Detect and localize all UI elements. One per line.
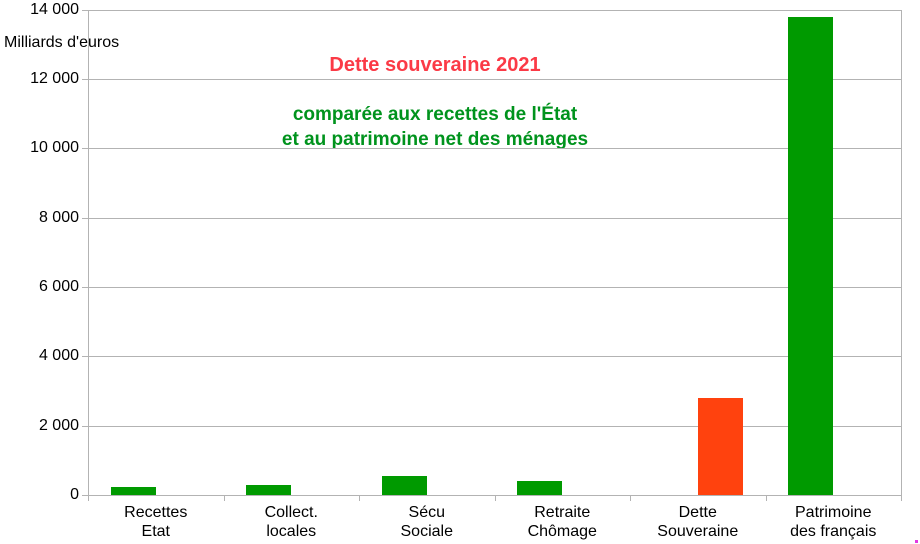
y-axis-tick-label: 14 000 (30, 0, 79, 18)
x-axis-category-label-line: Sécu (408, 504, 445, 521)
y-axis-tick (82, 78, 88, 80)
x-axis-category-label-line: des français (790, 523, 877, 540)
x-axis-tick (88, 495, 89, 501)
x-axis-category-label-line: Recettes (124, 504, 188, 521)
x-axis-tick (494, 495, 496, 501)
y-axis-tick (82, 148, 88, 150)
gridline-10000 (88, 148, 901, 150)
x-axis-category-label-line: Chômage (527, 523, 597, 540)
y-axis-tick (82, 217, 88, 219)
bar-secu-sociale (381, 475, 427, 495)
y-axis-tick-label: 4 000 (38, 347, 79, 365)
x-axis-tick (901, 495, 902, 501)
x-axis-category-label-line: locales (266, 523, 317, 540)
y-axis-tick (82, 356, 88, 358)
plot-right-border (901, 9, 902, 496)
screen-artifact-pixel (915, 540, 918, 543)
x-axis-category-label-line: Collect. (264, 504, 318, 521)
y-axis-tick (82, 495, 88, 496)
x-axis-category-label-line: Retraite (534, 504, 591, 521)
x-axis-category-label-line: Sociale (400, 523, 453, 540)
chart-subtitle-line-2: et au patrimoine net des ménages (281, 129, 589, 150)
gridline-12000 (88, 78, 901, 80)
x-axis-category-label-line: Souveraine (657, 523, 739, 540)
y-axis-tick-label: 2 000 (38, 416, 79, 434)
x-axis-category-label-secu-sociale: Sécu Sociale (359, 503, 495, 541)
y-axis-title: Milliards d'euros (4, 34, 120, 51)
x-axis-category-label-line: Etat (141, 523, 170, 540)
x-axis-tick (630, 495, 631, 501)
chart-title: Dette souveraine 2021 (329, 54, 541, 76)
x-axis-category-label-line: Dette (678, 504, 717, 521)
y-axis-tick-label: 0 (70, 486, 79, 503)
y-axis-tick-label: 12 000 (30, 69, 79, 87)
y-axis-tick (82, 425, 88, 427)
gridline-2000 (88, 425, 901, 427)
x-axis-category-label-recettes-etat: Recettes Etat (88, 503, 224, 541)
x-axis-tick (359, 495, 360, 501)
gridline-6000 (88, 286, 901, 288)
x-axis-category-label-line: Patrimoine (795, 504, 872, 521)
gridline-4000 (88, 356, 901, 358)
x-axis-category-label-dette-souveraine: Dette Souveraine (630, 503, 766, 541)
x-axis-tick (765, 495, 767, 501)
bar-patrimoine-des-francais (788, 16, 834, 495)
x-axis-category-label-retraite-chomage: Retraite Chômage (495, 503, 631, 541)
bar-collect-locales (246, 485, 292, 495)
bar-retraite-chomage (517, 481, 563, 495)
y-axis-tick (82, 9, 88, 11)
gridline-14000 (88, 9, 901, 11)
bar-recettes-etat (110, 487, 156, 495)
x-axis-category-label-collect-locales: Collect. locales (224, 503, 360, 541)
gridline-8000 (88, 217, 901, 219)
chart-subtitle-line-1: comparée aux recettes de l'État (292, 104, 578, 125)
x-axis-tick (223, 495, 225, 501)
y-axis-tick-label: 6 000 (38, 277, 79, 295)
y-axis-tick (82, 286, 88, 288)
y-axis-tick-label: 8 000 (38, 208, 79, 226)
x-axis-category-label-patrimoine-des-francais: Patrimoine des français (766, 503, 902, 541)
y-axis-line (88, 9, 89, 496)
chart-subtitle: comparée aux recettes de l'État et au pa… (110, 102, 760, 152)
y-axis-tick-label: 10 000 (30, 139, 79, 157)
bar-dette-souveraine (697, 397, 743, 495)
